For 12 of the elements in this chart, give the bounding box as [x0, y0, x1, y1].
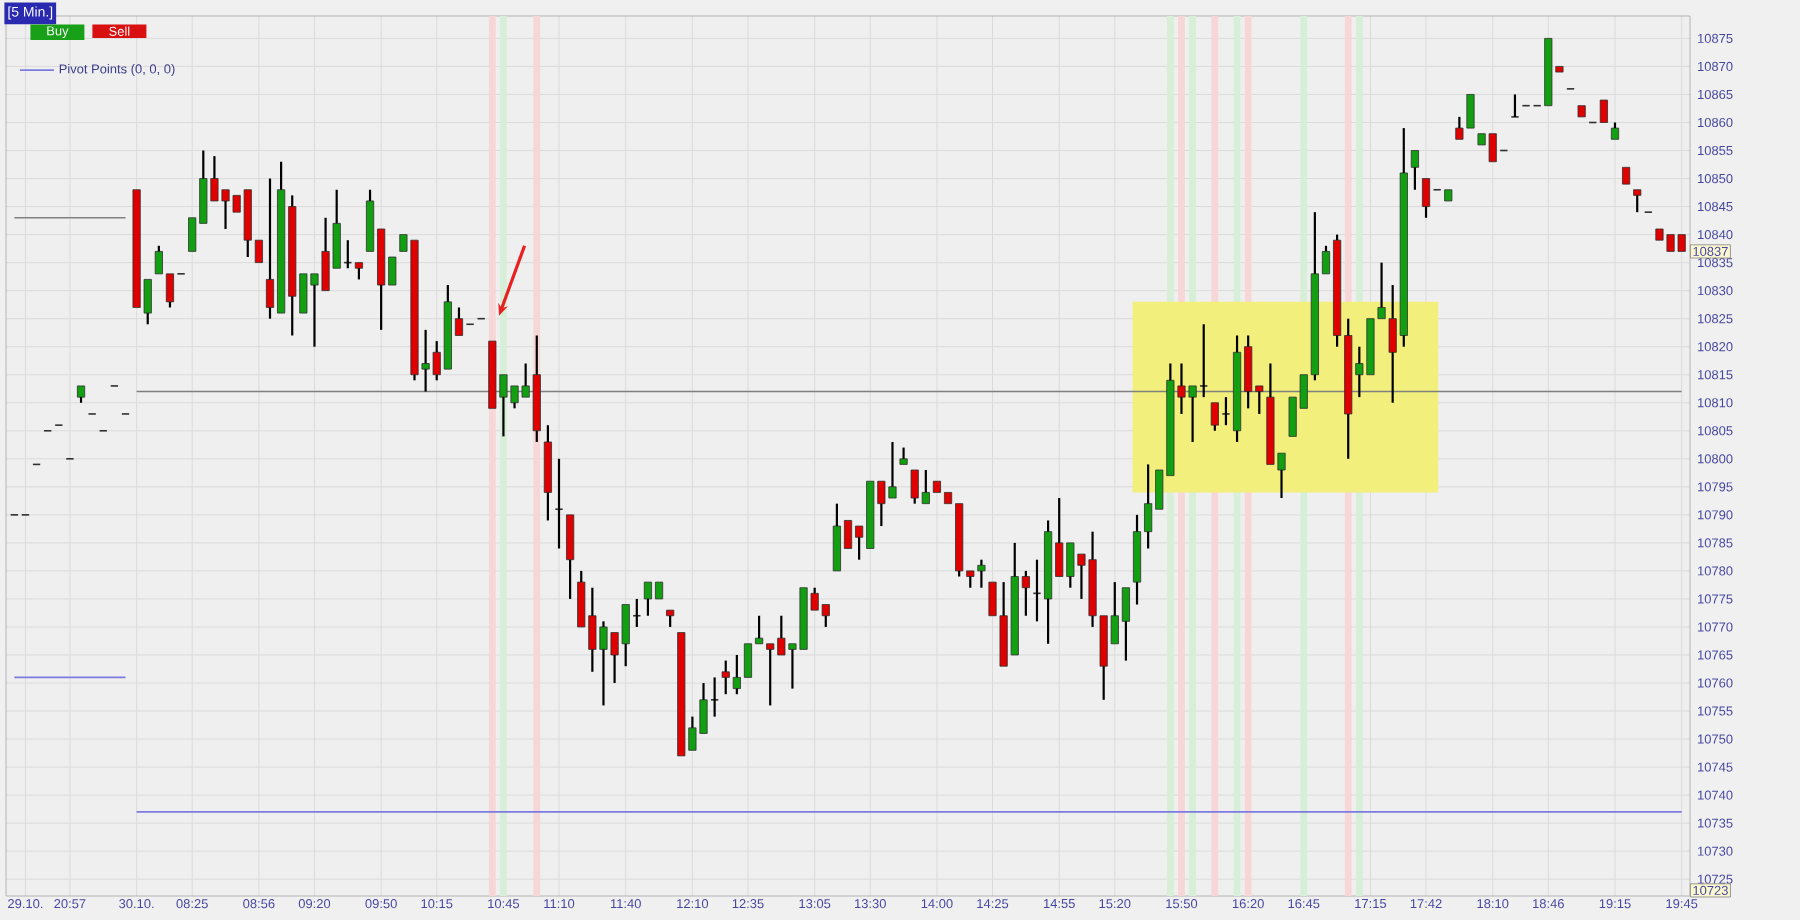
candlestick — [1510, 93, 1520, 118]
candlestick — [554, 457, 564, 550]
candlestick — [1610, 121, 1620, 140]
candlestick — [543, 424, 552, 522]
candlestick — [1622, 166, 1631, 185]
candlestick — [566, 514, 575, 601]
candlestick — [1599, 99, 1608, 123]
candlestick — [1633, 189, 1642, 214]
candlestick — [76, 385, 86, 404]
candlestick — [1577, 105, 1586, 118]
candlestick — [899, 446, 908, 465]
candlestick — [1410, 150, 1419, 191]
